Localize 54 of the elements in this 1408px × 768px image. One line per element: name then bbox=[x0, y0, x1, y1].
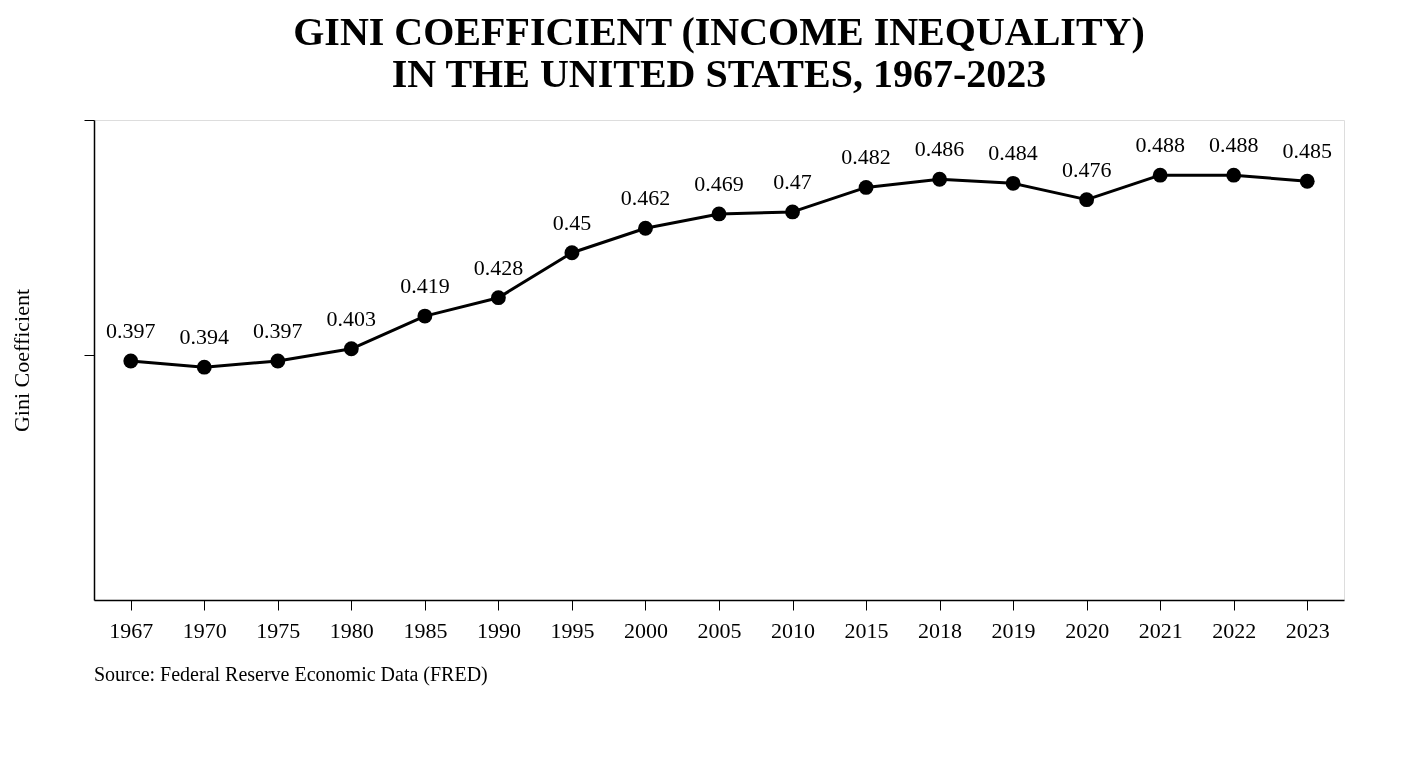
point bbox=[638, 220, 653, 236]
x-tick-label: 2010 bbox=[771, 617, 816, 643]
x-tick-label: 2015 bbox=[844, 617, 889, 643]
point bbox=[196, 359, 212, 375]
data-label: 0.45 bbox=[552, 209, 592, 235]
data-label: 0.403 bbox=[326, 305, 377, 331]
point bbox=[1005, 175, 1021, 191]
x-tick-label: 2021 bbox=[1138, 617, 1183, 643]
data-label: 0.486 bbox=[914, 136, 965, 162]
x-tick-label: 1967 bbox=[109, 617, 154, 643]
point bbox=[932, 171, 947, 187]
x-tick-label: 2019 bbox=[991, 617, 1036, 643]
y-axis-title: Gini Coefficient bbox=[9, 288, 34, 433]
point bbox=[1226, 167, 1242, 183]
data-label: 0.469 bbox=[694, 170, 744, 196]
point bbox=[1152, 167, 1168, 183]
x-tick-label: 1975 bbox=[256, 617, 301, 643]
data-label: 0.462 bbox=[620, 185, 671, 211]
point bbox=[711, 206, 727, 222]
point bbox=[1079, 192, 1095, 208]
data-label: 0.484 bbox=[988, 140, 1038, 166]
source-note: Source: Federal Reserve Economic Data (FRED) bbox=[94, 663, 488, 686]
x-tick-label: 1970 bbox=[182, 617, 227, 643]
x-tick-label: 2023 bbox=[1285, 617, 1330, 643]
point bbox=[564, 245, 580, 261]
point bbox=[858, 180, 874, 195]
point bbox=[491, 290, 506, 306]
x-tick-label: 1995 bbox=[550, 617, 595, 643]
data-label: 0.419 bbox=[400, 273, 450, 299]
x-tick-label: 2022 bbox=[1212, 617, 1257, 643]
point bbox=[270, 353, 286, 369]
data-label: 0.476 bbox=[1061, 156, 1112, 182]
point bbox=[343, 341, 359, 357]
data-label: 0.428 bbox=[473, 254, 524, 280]
data-label: 0.488 bbox=[1135, 132, 1185, 158]
data-label: 0.397 bbox=[106, 318, 156, 344]
chart-title: GINI COEFFICIENT (INCOME INEQUALITY) IN THE UNITED STATES, 1967-2023 bbox=[293, 8, 1145, 96]
data-label: 0.47 bbox=[773, 168, 812, 194]
data-label: 0.397 bbox=[253, 318, 303, 344]
data-label: 0.488 bbox=[1208, 132, 1259, 158]
point bbox=[417, 308, 433, 324]
point bbox=[123, 353, 139, 369]
data-label: 0.485 bbox=[1282, 138, 1332, 164]
point bbox=[785, 204, 800, 220]
x-tick-label: 1980 bbox=[329, 617, 374, 643]
data-label: 0.482 bbox=[841, 144, 891, 170]
x-tick-label: 2018 bbox=[918, 617, 963, 643]
x-tick-label: 2000 bbox=[623, 617, 668, 643]
data-label: 0.394 bbox=[179, 324, 230, 350]
x-tick-label: 1985 bbox=[403, 617, 448, 643]
x-tick-label: 2005 bbox=[697, 617, 742, 643]
x-tick-label: 2020 bbox=[1065, 617, 1110, 643]
point bbox=[1299, 173, 1315, 189]
x-tick-label: 1990 bbox=[476, 617, 521, 643]
